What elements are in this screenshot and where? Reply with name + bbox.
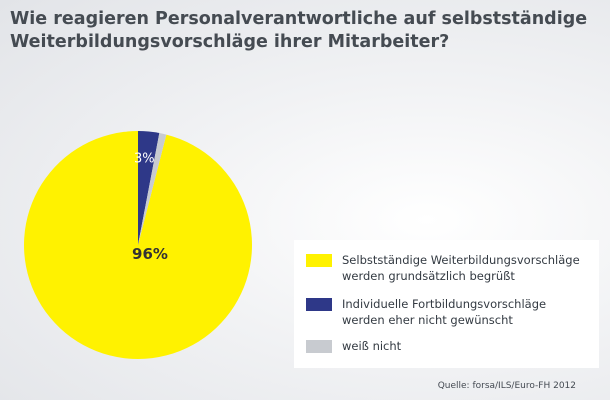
legend-label-approved-line-2: werden grundsätzlich begrüßt [342,269,515,283]
legend-label-not-wanted-line-1: Individuelle Fortbildungsvorschläge [342,297,547,311]
legend-label-dont-know: weiß nicht [342,339,402,353]
legend-swatch-dont-know [306,340,332,353]
legend: Selbstständige Weiterbildungsvorschläge … [294,240,599,368]
legend-swatch-approved [306,254,332,267]
legend-label-approved-line-1: Selbstständige Weiterbildungsvorschläge [342,253,580,267]
chart-title: Wie reagieren Personalverantwortliche au… [10,8,600,54]
chart-title-line-2: Weiterbildungsvorschläge ihrer Mitarbeit… [10,32,450,52]
chart-title-line-1: Wie reagieren Personalverantwortliche au… [10,9,588,29]
legend-item-dont-know: weiß nicht [306,338,587,354]
legend-item-approved: Selbstständige Weiterbildungsvorschläge … [306,252,587,284]
legend-item-not-wanted: Individuelle Fortbildungsvorschläge werd… [306,296,587,328]
pie-slice-approved [24,131,253,359]
pie-slice-dont-know [138,133,167,245]
pie-label-not-wanted: 3% [134,151,155,166]
pie-slice-not-wanted [138,131,160,245]
legend-swatch-not-wanted [306,298,332,311]
source-note: Quelle: forsa/ILS/Euro-FH 2012 [437,381,576,391]
legend-label-not-wanted-line-2: werden eher nicht gewünscht [342,313,513,327]
pie-label-approved: 96% [132,245,168,263]
